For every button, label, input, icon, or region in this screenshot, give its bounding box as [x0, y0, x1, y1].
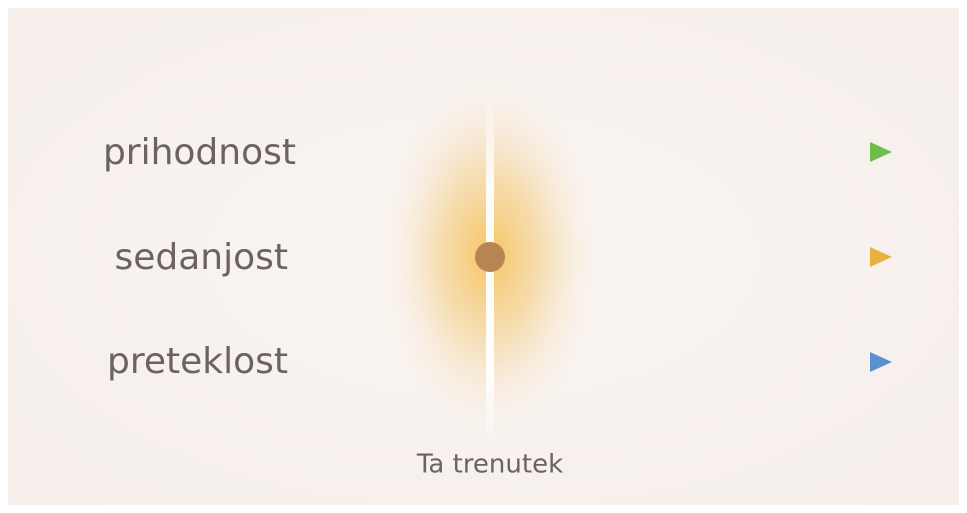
caption: Ta trenutek: [416, 450, 563, 480]
label-future: prihodnost: [103, 132, 296, 173]
arrow-head: [870, 247, 892, 267]
arrow-head: [870, 142, 892, 162]
label-past: preteklost: [107, 341, 288, 382]
label-present: sedanjost: [114, 237, 288, 278]
arrow-head: [870, 352, 892, 372]
present-point: [475, 242, 505, 272]
